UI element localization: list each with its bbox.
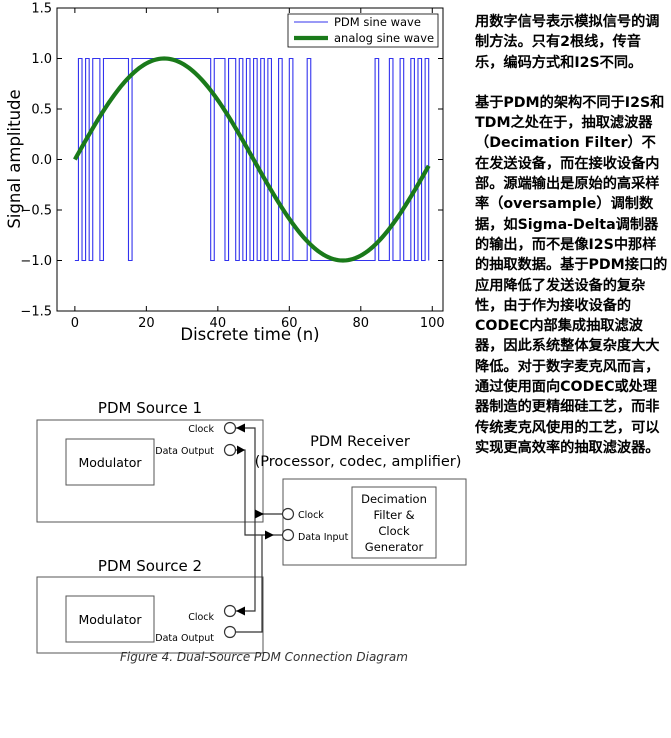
x-tick-label: 80 [353,316,370,331]
receiver-data-arrow [265,530,274,540]
description-paragraph-1: 用数字信号表示模拟信号的调制方法。只有2根线，传音乐，编码方式和I2S不同。 [475,14,660,71]
description-paragraph-2: 基于PDM的架构不同于I2S和TDM之处在于，抽取滤波器（Decimation … [475,94,668,456]
source1-data-output-label: Data Output [155,446,214,457]
y-tick-label: 1.5 [31,2,52,17]
y-tick-label: 0.0 [31,153,52,168]
source2-data-port [223,625,237,639]
receiver-data-port [281,528,295,542]
source2-title: PDM Source 2 [98,557,202,575]
filter-line3: Clock [378,524,410,538]
legend-box [287,13,439,48]
source2-clock-arrow [236,606,245,616]
source1-modulator-box [65,438,155,486]
arrows [236,423,274,616]
source1-title: PDM Source 1 [98,399,202,417]
y-tick-label: 0.5 [31,103,52,118]
source2-data-output-label: Data Output [155,633,214,644]
x-tick-label: 60 [281,316,298,331]
receiver-data-input-label: Data Input [298,532,349,543]
pdm-chart: −1.5 −1.0 −0.5 0.0 0.5 1.0 1.5 0 20 40 60 80 100 Di… [5,2,445,345]
source2-modulator-box [65,595,155,643]
pdm-series-line [74,57,430,262]
x-tick-label: 0 [71,316,79,331]
analog-series-line [73,56,431,263]
source1-clock-label: Clock [188,424,214,435]
source1-clock-port [223,421,237,435]
y-tick-label: −1.0 [20,254,52,269]
ports [223,421,295,639]
source2-clock-label: Clock [188,612,214,623]
source1-clock-arrow [236,423,245,433]
description-text: 用数字信号表示模拟信号的调制方法。只有2根线，传音乐，编码方式和I2S不同。 基… [475,12,669,478]
legend-pdm-label: PDM sine wave [334,15,421,29]
x-axis-ticks: 0 20 40 60 80 100 [71,8,445,331]
x-tick-label: 100 [420,316,445,331]
source1-data-port [223,443,237,457]
source1-data-arrow [237,445,245,455]
source1-modulator-label: Modulator [78,455,142,470]
legend-analog-label: analog sine wave [334,31,434,45]
clock-wire-source1 [236,427,256,612]
y-tick-label: −0.5 [20,204,52,219]
dual-source-pdm-diagram: PDM Source 1 Modulator Clock Data Output… [36,399,467,664]
x-axis-label: Discrete time (n) [180,325,319,344]
legend: PDM sine wave analog sine wave [287,13,439,48]
figure-caption: Figure 4. Dual-Source PDM Connection Dia… [120,650,408,664]
decimation-filter-box [351,486,437,559]
receiver-subtitle: (Processor, codec, amplifier) [255,454,462,470]
y-tick-label: −1.5 [20,305,52,320]
y-axis-ticks: −1.5 −1.0 −0.5 0.0 0.5 1.0 1.5 [20,2,443,320]
y-tick-label: 1.0 [31,52,52,67]
filter-line1: Decimation [361,492,427,506]
x-tick-label: 20 [138,316,155,331]
receiver-clock-port [281,507,295,521]
receiver-clock-arrow [255,509,264,519]
x-tick-label: 40 [210,316,227,331]
receiver-clock-label: Clock [298,510,324,521]
filter-line4: Generator [365,540,424,554]
source2-modulator-label: Modulator [78,612,142,627]
filter-line2: Filter & [373,508,414,522]
receiver-title: PDM Receiver [310,434,410,450]
source2-clock-port [223,604,237,618]
data-wire-source2 [236,535,263,633]
y-axis-label: Signal amplitude [5,89,24,228]
